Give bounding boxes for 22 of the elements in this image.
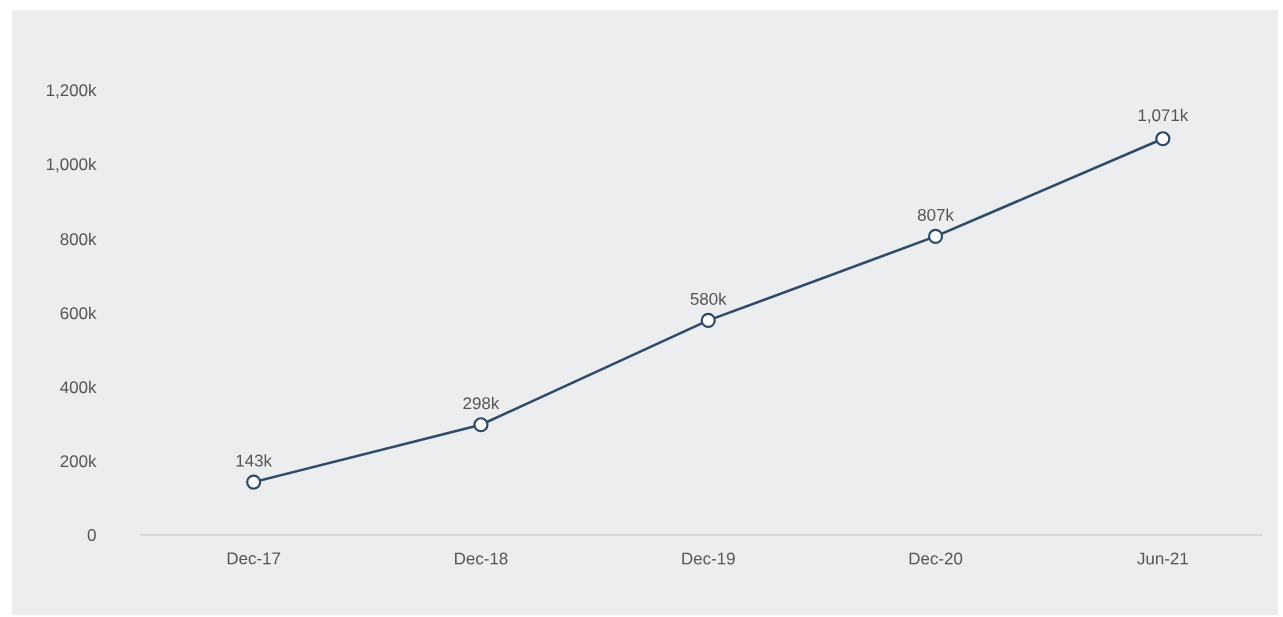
y-tick-label: 1,000k bbox=[46, 157, 97, 173]
point bbox=[246, 474, 262, 490]
y-tick-label: 400k bbox=[60, 380, 97, 394]
data-label: 580k bbox=[690, 292, 727, 305]
y-tick-label: 600k bbox=[60, 306, 97, 320]
x-tick-label: Jun-21 bbox=[1137, 552, 1188, 565]
data-label: 143k bbox=[236, 454, 273, 467]
x-tick-label: Dec-20 bbox=[909, 552, 963, 565]
x-tick-label: Dec-18 bbox=[455, 552, 508, 565]
data-label: 807k bbox=[917, 208, 954, 221]
y-tick-label: 0 bbox=[87, 529, 96, 541]
y-tick-label: 1,200k bbox=[46, 83, 97, 99]
point bbox=[473, 417, 489, 433]
point bbox=[1155, 131, 1171, 147]
data-label: 298k bbox=[463, 396, 500, 410]
point bbox=[700, 312, 716, 328]
y-tick-label: 800k bbox=[60, 232, 97, 246]
y-tick-label: 200k bbox=[60, 454, 97, 468]
point bbox=[927, 228, 944, 244]
data-label: 1,071k bbox=[1138, 108, 1189, 124]
x-tick-label: Dec-17 bbox=[227, 552, 281, 565]
x-tick-label: Dec-19 bbox=[682, 552, 735, 565]
